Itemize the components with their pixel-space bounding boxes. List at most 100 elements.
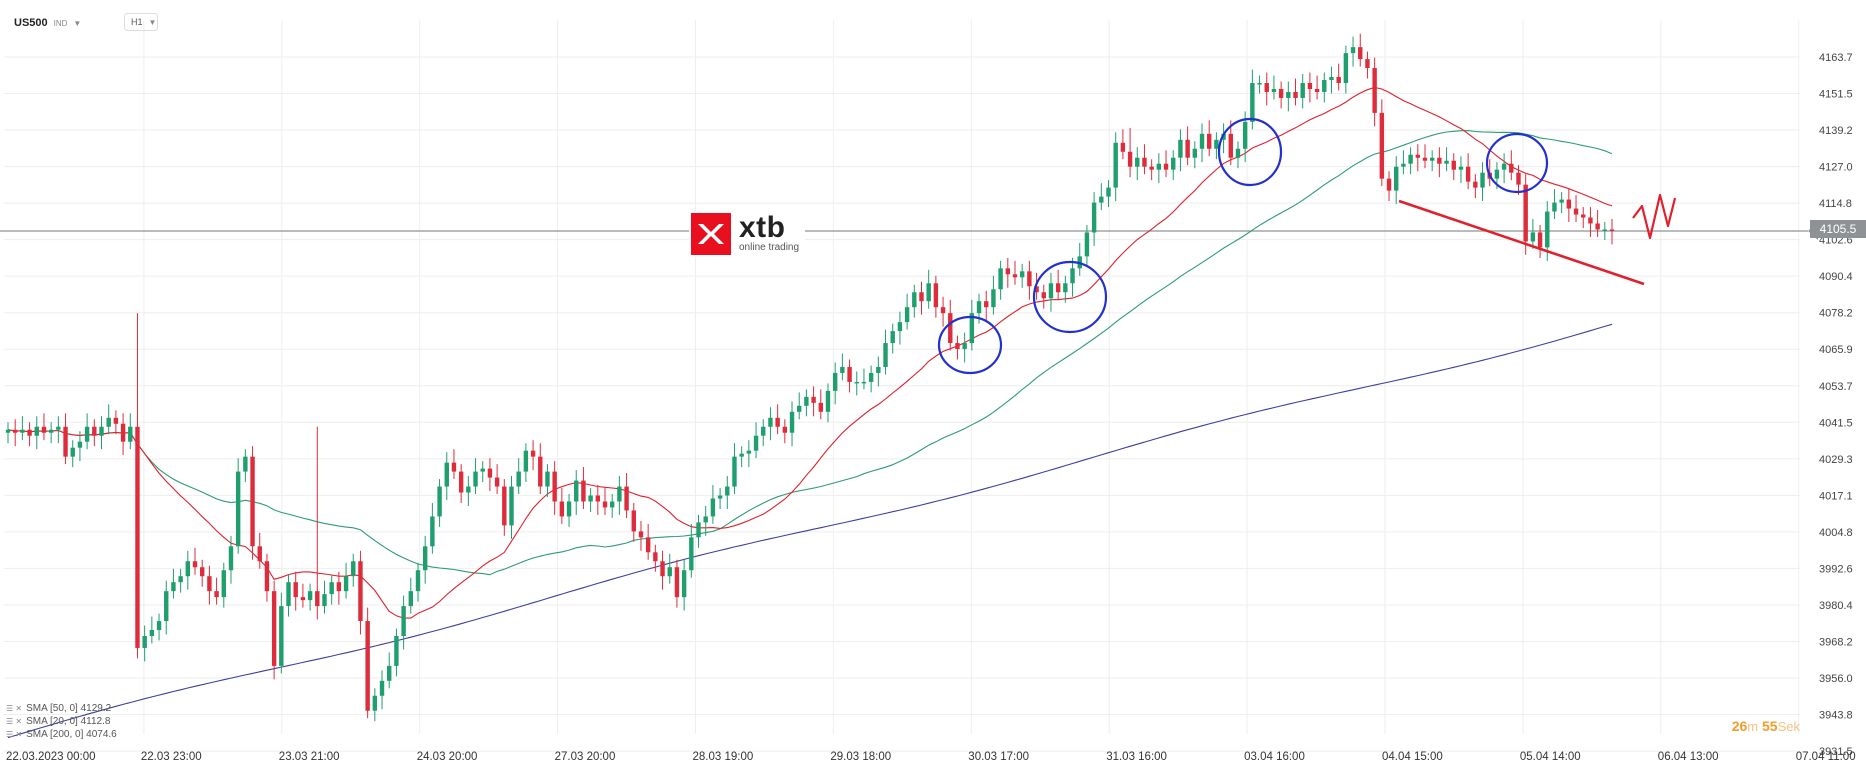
candle-body: [271, 591, 277, 666]
indicator-legend: ☰ ✕ SMA [50, 0] 4129.2 ☰ ✕ SMA [20, 0] 4…: [6, 702, 117, 741]
x-tick-label: 28.03 19:00: [693, 751, 754, 763]
candle-body: [890, 331, 895, 344]
candle-body: [430, 516, 435, 547]
sma200-line: [7, 323, 1613, 739]
candle-body: [1149, 166, 1154, 170]
candle-body: [904, 307, 910, 323]
candle-body: [192, 561, 198, 568]
candle-body: [1293, 91, 1298, 98]
candle-body: [991, 289, 996, 308]
candle-body: [293, 582, 298, 598]
y-tick-label: 4114.8: [1819, 198, 1852, 210]
y-tick-label: 4017.1: [1819, 490, 1853, 502]
candle-body: [1581, 214, 1586, 218]
candle-body: [1257, 83, 1262, 85]
candle-body: [1192, 148, 1198, 158]
candle-body: [926, 283, 931, 302]
candle-body: [883, 343, 888, 367]
candle-body: [422, 546, 428, 571]
candle-body: [12, 429, 18, 433]
countdown-seconds-unit: Sek: [1777, 719, 1800, 734]
legend-item-sma20[interactable]: ☰ ✕ SMA [20, 0] 4112.8: [6, 715, 117, 728]
candle-body: [703, 516, 708, 523]
candle-body: [588, 495, 593, 502]
candle-body: [307, 591, 313, 601]
candle-body: [609, 501, 615, 508]
candle-body: [257, 546, 262, 562]
candle-body: [1005, 268, 1011, 275]
candle-body: [969, 313, 975, 344]
candle-body: [1228, 133, 1233, 158]
candle-body: [466, 486, 471, 493]
candle-body: [41, 426, 47, 433]
chevron-down-icon[interactable]: ▼: [73, 18, 82, 28]
candle-body: [1250, 83, 1255, 122]
candle-body: [1063, 283, 1068, 293]
symbol-label[interactable]: US500: [14, 17, 48, 29]
sma20-line: [7, 86, 1613, 619]
y-tick-label: 3992.6: [1819, 563, 1853, 575]
y-tick-label: 4139.2: [1819, 125, 1853, 137]
candle-body: [1595, 223, 1600, 230]
y-tick-label: 4041.5: [1819, 417, 1853, 429]
candle-body: [1523, 184, 1528, 242]
candle-body: [1509, 163, 1514, 173]
candle-body: [1055, 283, 1061, 293]
candle-body: [358, 561, 363, 622]
annotation-circle: [937, 315, 1003, 375]
candle-body: [1609, 229, 1615, 231]
logo-tagline: online trading: [739, 242, 800, 253]
candle-body: [1573, 208, 1579, 215]
y-tick-label: 4004.8: [1819, 527, 1853, 539]
legend-item-sma200[interactable]: ☰ ✕ SMA [200, 0] 4074.6: [6, 728, 117, 741]
candle-body: [933, 283, 939, 308]
y-tick-label: 3956.0: [1819, 673, 1853, 685]
candle-body: [458, 471, 464, 493]
candle-body: [1336, 77, 1341, 84]
candle-body: [1185, 139, 1190, 158]
x-axis: 22.03.2023 00:00 22.03 23:00 23.03 21:00 24…: [6, 751, 1856, 763]
xtb-logo-mark: [691, 213, 731, 255]
candle-body: [451, 462, 457, 472]
x-tick-label: 31.03 16:00: [1106, 751, 1167, 763]
timeframe-selector[interactable]: H1 ▼: [124, 13, 158, 31]
candle-body: [811, 396, 816, 403]
candle-body: [919, 292, 924, 302]
candle-body: [681, 570, 687, 598]
candle-body: [1602, 229, 1608, 231]
x-tick-label: 06.04 13:00: [1658, 751, 1719, 763]
candle-body: [818, 402, 823, 412]
countdown-minutes: 26: [1731, 718, 1748, 734]
candle-body: [739, 453, 744, 457]
y-tick-label: 3931.5: [1819, 746, 1853, 758]
candle-body: [106, 417, 111, 427]
indicator-icon: ☰ ✕: [6, 730, 23, 739]
x-tick-label: 22.03 23:00: [141, 751, 202, 763]
legend-item-sma50[interactable]: ☰ ✕ SMA [50, 0] 4129.2: [6, 702, 117, 715]
candle-body: [286, 582, 291, 607]
candle-body: [1019, 271, 1025, 278]
candle-body: [142, 635, 147, 648]
candle-body: [329, 582, 334, 595]
candle-body: [696, 522, 701, 538]
sma50-path: [7, 130, 1613, 576]
candle-body: [70, 447, 75, 457]
candle-body: [48, 429, 54, 433]
candle-body: [34, 426, 39, 436]
candle-body: [638, 531, 644, 538]
candle-body: [1444, 160, 1449, 164]
countdown-minutes-unit: m: [1747, 719, 1759, 734]
instrument-header[interactable]: US500 IND ▼: [14, 14, 81, 32]
y-axis: 4163.74151.54139.24127.04114.84102.64090…: [1819, 52, 1853, 758]
candle-body: [545, 471, 550, 487]
candle-body: [710, 498, 716, 517]
candle-body: [185, 561, 191, 577]
symbol-type-label: IND: [53, 18, 68, 28]
candle-body: [1516, 172, 1521, 185]
candle-body: [372, 695, 378, 711]
x-tick-label: 24.03 20:00: [417, 751, 478, 763]
candle-body: [746, 450, 752, 454]
candle-body: [1242, 121, 1248, 149]
candle-body: [1480, 172, 1485, 188]
